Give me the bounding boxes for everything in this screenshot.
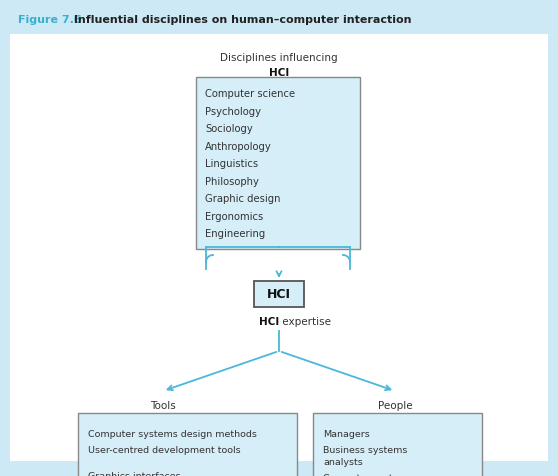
Text: Graphics interfaces: Graphics interfaces <box>88 471 181 476</box>
Text: Ergonomics: Ergonomics <box>205 211 263 221</box>
Text: Linguistics: Linguistics <box>205 159 258 169</box>
Text: Computer science: Computer science <box>205 89 295 99</box>
FancyBboxPatch shape <box>4 461 554 472</box>
Text: Philosophy: Philosophy <box>205 177 259 187</box>
Text: Influential disciplines on human–computer interaction: Influential disciplines on human–compute… <box>70 15 411 25</box>
Text: People: People <box>378 400 412 410</box>
Text: HCI: HCI <box>259 317 279 327</box>
Text: Tools: Tools <box>150 400 176 410</box>
Text: Computer systems
analysts: Computer systems analysts <box>323 473 413 476</box>
Text: Engineering: Engineering <box>205 229 265 239</box>
FancyBboxPatch shape <box>196 78 360 249</box>
Text: User-centred development tools: User-centred development tools <box>88 445 240 454</box>
Text: expertise: expertise <box>279 317 331 327</box>
FancyBboxPatch shape <box>78 413 297 476</box>
Text: Anthropology: Anthropology <box>205 141 272 151</box>
Text: Disciplines influencing: Disciplines influencing <box>220 53 338 63</box>
FancyBboxPatch shape <box>1 1 557 35</box>
Text: Sociology: Sociology <box>205 124 253 134</box>
FancyBboxPatch shape <box>254 281 304 307</box>
FancyBboxPatch shape <box>10 35 548 466</box>
Text: Computer systems design methods: Computer systems design methods <box>88 429 257 438</box>
Text: Figure 7.6: Figure 7.6 <box>18 15 82 25</box>
Text: HCI: HCI <box>267 288 291 301</box>
Text: Psychology: Psychology <box>205 106 261 116</box>
FancyBboxPatch shape <box>313 413 482 476</box>
Text: HCI: HCI <box>269 68 289 78</box>
Text: Graphic design: Graphic design <box>205 194 281 204</box>
Text: Business systems
analysts: Business systems analysts <box>323 445 407 466</box>
Text: Managers: Managers <box>323 429 370 438</box>
